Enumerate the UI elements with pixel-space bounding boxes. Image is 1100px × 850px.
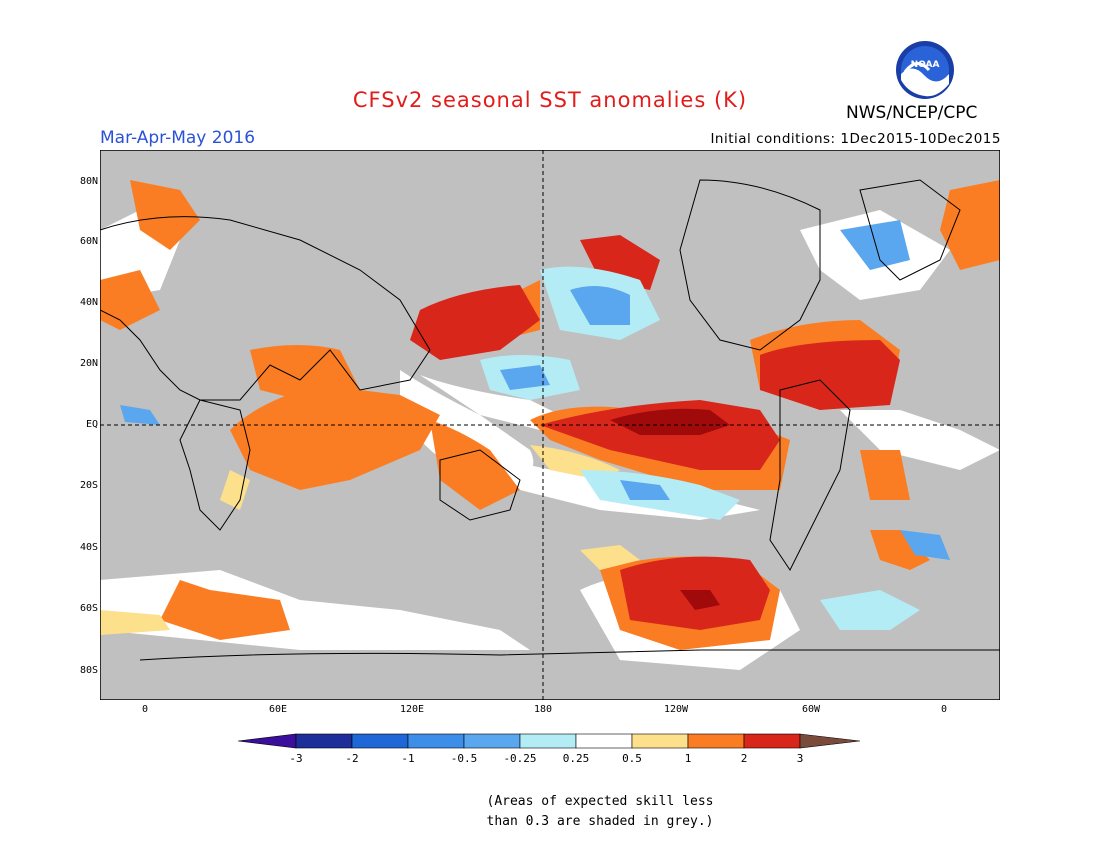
- lon-label-60e: 60E: [268, 704, 288, 715]
- agency-label: NWS/NCEP/CPC: [846, 103, 978, 123]
- lat-label-60s: 60S: [79, 603, 98, 614]
- initial-conditions-label: Initial conditions: 1Dec2015-10Dec2015: [710, 131, 1001, 147]
- skill-note-line-2: than 0.3 are shaded in grey.): [486, 814, 714, 829]
- colorbar-label-neg2: -2: [345, 752, 359, 765]
- colorbar-bin-4: [463, 733, 521, 749]
- colorbar-bin-2: [351, 733, 409, 749]
- colorbar-label-neg3: -3: [289, 752, 303, 765]
- colorbar-bin-6: [575, 733, 633, 749]
- colorbar-high-arrow: [799, 733, 861, 749]
- colorbar-bin-5: [519, 733, 577, 749]
- lon-label-120e: 120E: [399, 704, 425, 715]
- lat-label-20s: 20S: [79, 480, 98, 491]
- lon-label-0: 0: [141, 704, 149, 715]
- lat-label-40n: 40N: [79, 297, 98, 308]
- lon-label-180: 180: [533, 704, 553, 715]
- lat-label-80n: 80N: [79, 176, 98, 187]
- colorbar-label-neg025: -0.25: [503, 752, 537, 765]
- lon-label-120w: 120W: [663, 704, 689, 715]
- lat-label-eq: EQ: [85, 419, 98, 430]
- lat-label-20n: 20N: [79, 358, 98, 369]
- colorbar-label-pos2: 2: [740, 752, 748, 765]
- map-title: CFSv2 seasonal SST anomalies (K): [352, 88, 748, 112]
- anomaly-darkred-regions: [610, 408, 730, 610]
- colorbar-low-arrow: [238, 733, 297, 749]
- skill-note-line-1: (Areas of expected skill less: [486, 794, 714, 809]
- colorbar-bin-8: [687, 733, 745, 749]
- noaa-logo-text: NOAA: [911, 60, 940, 70]
- colorbar-bin-3: [407, 733, 465, 749]
- colorbar-label-neg1: -1: [401, 752, 415, 765]
- colorbar-bin-1: [295, 733, 353, 749]
- lat-label-60n: 60N: [79, 236, 98, 247]
- colorbar-label-pos025: 0.25: [562, 752, 590, 765]
- colorbar-label-pos1: 1: [684, 752, 692, 765]
- colorbar: [238, 733, 861, 749]
- colorbar-label-pos05: 0.5: [622, 752, 642, 765]
- sst-anomaly-map: [100, 150, 1000, 700]
- lon-label-60w: 60W: [801, 704, 821, 715]
- season-label: Mar-Apr-May 2016: [100, 128, 256, 148]
- colorbar-label-pos3: 3: [796, 752, 804, 765]
- anomaly-yellow-regions: [100, 445, 640, 635]
- lat-label-80s: 80S: [79, 665, 98, 676]
- colorbar-label-neg05: -0.5: [450, 752, 478, 765]
- continent-outlines: [100, 179, 1000, 661]
- noaa-logo: NOAA: [896, 41, 954, 99]
- colorbar-bin-9: [743, 733, 801, 749]
- skill-note: (Areas of expected skill less than 0.3 a…: [440, 792, 760, 832]
- lat-label-40s: 40S: [79, 542, 98, 553]
- lon-label-0-east: 0: [940, 704, 948, 715]
- anomaly-blue-regions: [120, 220, 950, 560]
- colorbar-bin-7: [631, 733, 689, 749]
